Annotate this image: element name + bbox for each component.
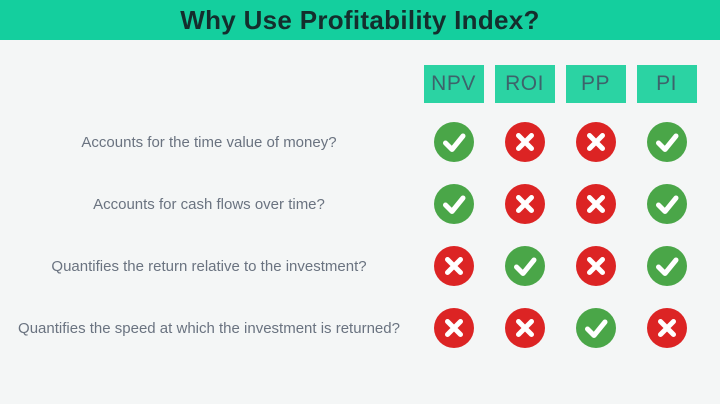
column-header-label: PI	[656, 72, 677, 95]
table-row: Quantifies the return relative to the in…	[0, 235, 720, 297]
mark-cell	[560, 111, 631, 173]
row-question: Quantifies the return relative to the in…	[51, 257, 367, 275]
column-header-cell: ROI	[489, 65, 560, 103]
cross-circle-icon	[575, 184, 616, 224]
check-circle-icon	[504, 246, 545, 286]
mark-cell	[560, 297, 631, 359]
mark-cell	[560, 173, 631, 235]
column-header-cell: NPV	[418, 65, 489, 103]
cross-circle-icon	[646, 308, 687, 348]
column-header-label: ROI	[505, 72, 544, 95]
cross-circle-icon	[433, 308, 474, 348]
page-title: Why Use Profitability Index?	[180, 5, 540, 35]
column-header-cell: PP	[560, 65, 631, 103]
column-header-label: PP	[580, 72, 610, 95]
row-question: Quantifies the speed at which the invest…	[18, 319, 400, 337]
column-header: NPV	[423, 65, 484, 103]
mark-cell	[631, 297, 702, 359]
mark-cell	[489, 111, 560, 173]
question-cell: Quantifies the return relative to the in…	[0, 235, 418, 297]
check-circle-icon	[646, 246, 687, 286]
title-bar: Why Use Profitability Index?	[0, 0, 720, 40]
row-question: Accounts for the time value of money?	[81, 133, 337, 151]
mark-cell	[631, 235, 702, 297]
check-circle-icon	[646, 184, 687, 224]
mark-cell	[489, 297, 560, 359]
column-header: ROI	[494, 65, 555, 103]
rows-container: Accounts for the time value of money? Ac…	[0, 111, 720, 359]
table-row: Quantifies the speed at which the invest…	[0, 297, 720, 359]
cross-circle-icon	[433, 246, 474, 286]
question-cell: Accounts for the time value of money?	[0, 111, 418, 173]
question-cell: Accounts for cash flows over time?	[0, 173, 418, 235]
table-row: Accounts for the time value of money?	[0, 111, 720, 173]
mark-cell	[489, 235, 560, 297]
mark-cell	[418, 235, 489, 297]
column-header: PP	[565, 65, 626, 103]
mark-cell	[560, 235, 631, 297]
column-header-row: NPV ROI PP PI	[0, 65, 720, 103]
column-header-label: NPV	[431, 72, 476, 95]
mark-cell	[418, 173, 489, 235]
mark-cell	[418, 111, 489, 173]
cross-circle-icon	[504, 122, 545, 162]
cross-circle-icon	[575, 122, 616, 162]
mark-cell	[418, 297, 489, 359]
comparison-matrix: NPV ROI PP PI Accounts for the time valu…	[0, 65, 720, 359]
mark-cell	[631, 173, 702, 235]
check-circle-icon	[575, 308, 616, 348]
row-question: Accounts for cash flows over time?	[93, 195, 325, 213]
mark-cell	[489, 173, 560, 235]
cross-circle-icon	[504, 308, 545, 348]
cross-circle-icon	[504, 184, 545, 224]
check-circle-icon	[646, 122, 687, 162]
cross-circle-icon	[575, 246, 616, 286]
column-header: PI	[636, 65, 697, 103]
check-circle-icon	[433, 122, 474, 162]
column-header-cell: PI	[631, 65, 702, 103]
table-row: Accounts for cash flows over time?	[0, 173, 720, 235]
check-circle-icon	[433, 184, 474, 224]
header-spacer	[0, 65, 418, 103]
mark-cell	[631, 111, 702, 173]
question-cell: Quantifies the speed at which the invest…	[0, 297, 418, 359]
